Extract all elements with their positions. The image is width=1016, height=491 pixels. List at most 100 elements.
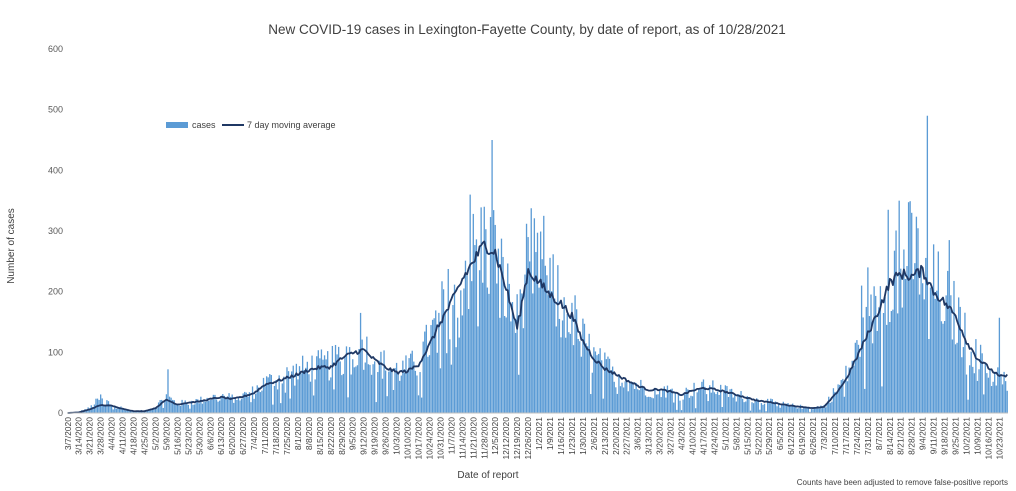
case-bar <box>284 392 287 413</box>
case-bar <box>937 251 939 413</box>
case-bar <box>655 394 658 413</box>
case-bar <box>322 359 324 413</box>
case-bar <box>219 400 221 413</box>
case-bar <box>979 344 982 413</box>
case-bar <box>954 344 957 413</box>
y-tick-label: 400 <box>48 165 63 175</box>
case-bar <box>911 212 913 413</box>
case-bar <box>901 307 903 413</box>
case-bar <box>602 398 604 413</box>
case-bar <box>286 367 288 413</box>
case-bar <box>948 240 950 413</box>
case-bar <box>424 331 426 413</box>
case-bar <box>403 372 406 413</box>
case-bar <box>306 361 308 413</box>
case-bar <box>267 377 269 413</box>
case-bar <box>427 356 429 413</box>
case-bar <box>662 389 664 413</box>
case-bar <box>627 391 629 413</box>
case-bar <box>287 371 290 413</box>
case-bar <box>586 346 589 413</box>
case-bar <box>463 288 465 413</box>
case-bar <box>939 300 941 413</box>
case-bar <box>378 360 381 413</box>
case-bar <box>898 200 900 413</box>
x-tick-label: 1/9/2021 <box>545 417 555 450</box>
case-bar <box>532 293 534 413</box>
case-bar <box>467 309 470 413</box>
case-bar <box>264 386 266 413</box>
case-bar <box>568 332 570 413</box>
case-bar <box>383 350 385 413</box>
case-bar <box>809 411 811 413</box>
case-bar <box>190 400 193 413</box>
case-bar <box>907 202 910 413</box>
case-bar <box>611 366 614 413</box>
case-bar <box>513 317 515 413</box>
x-tick-label: 9/25/2021 <box>951 417 961 455</box>
case-bar <box>832 388 835 413</box>
case-bar <box>377 372 379 413</box>
case-bar <box>489 217 492 413</box>
case-bar <box>1001 384 1004 413</box>
x-tick-label: 7/11/2020 <box>260 417 270 454</box>
case-bar <box>331 345 334 413</box>
case-bar <box>389 368 391 413</box>
case-bar <box>718 394 720 413</box>
case-bar <box>705 394 708 413</box>
case-bar <box>168 396 171 413</box>
x-tick-label: 8/7/2021 <box>874 417 884 450</box>
case-bar <box>251 386 254 413</box>
case-bar <box>134 411 136 413</box>
case-bar <box>854 342 856 413</box>
legend-label-cases: cases <box>192 120 216 130</box>
case-bar <box>610 370 612 413</box>
case-bar <box>352 359 354 413</box>
case-bar <box>735 401 738 413</box>
case-bar <box>410 353 412 413</box>
case-bar <box>821 406 824 413</box>
case-bar <box>435 310 437 413</box>
case-bar <box>441 281 443 413</box>
case-bar <box>720 384 722 413</box>
case-bar <box>514 332 517 413</box>
case-bar <box>732 397 734 413</box>
case-bar <box>998 317 1001 413</box>
case-bar <box>327 351 329 413</box>
case-bar <box>544 265 546 413</box>
case-bar <box>585 343 587 413</box>
case-bar <box>752 403 755 413</box>
case-bar <box>986 373 988 413</box>
case-bar <box>702 379 705 413</box>
case-bar <box>704 386 706 413</box>
case-bar <box>281 383 283 413</box>
case-bar <box>549 257 551 413</box>
x-tick-label: 2/6/2021 <box>589 417 599 450</box>
x-tick-label: 2/13/2021 <box>600 417 610 455</box>
case-bar <box>527 237 529 413</box>
case-bar <box>425 324 427 413</box>
case-bar <box>699 389 701 413</box>
case-bar <box>253 398 255 413</box>
case-bar <box>632 382 634 413</box>
x-tick-label: 4/3/2021 <box>677 417 687 450</box>
case-bar <box>222 394 224 413</box>
case-bar <box>566 313 568 413</box>
case-bar <box>652 398 655 413</box>
x-tick-label: 11/21/2020 <box>468 417 478 459</box>
case-bar <box>239 400 241 413</box>
case-bar <box>413 361 415 413</box>
case-bar <box>641 385 644 413</box>
case-bar <box>848 367 850 413</box>
case-bar <box>450 364 453 413</box>
case-bar <box>947 270 949 413</box>
case-bar <box>951 339 954 413</box>
case-bar <box>677 394 680 413</box>
case-bar <box>452 305 454 413</box>
x-tick-label: 2/20/2021 <box>611 417 621 455</box>
x-tick-label: 7/3/2021 <box>819 417 829 450</box>
case-bar <box>788 405 791 413</box>
case-bar <box>884 296 886 413</box>
case-bar <box>414 370 417 413</box>
case-bar <box>275 380 277 413</box>
